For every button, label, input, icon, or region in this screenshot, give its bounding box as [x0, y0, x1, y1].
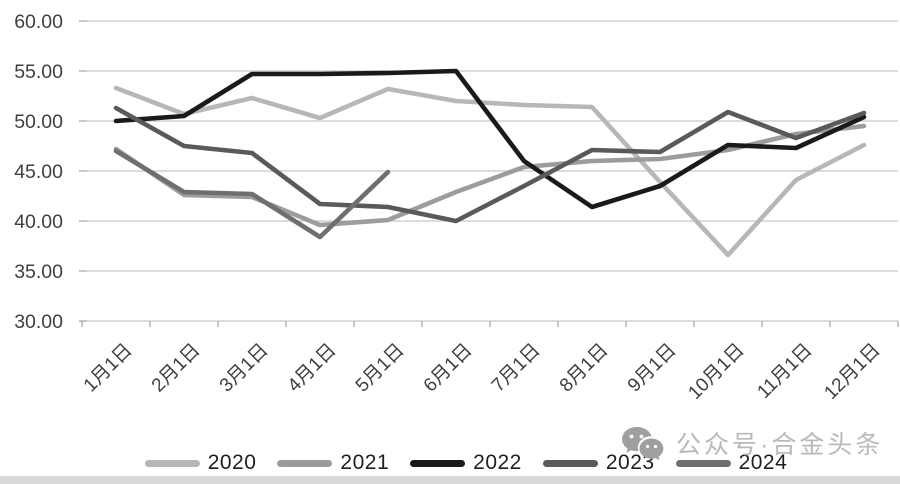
series-line-2020 — [113, 85, 867, 258]
x-axis-label: 6月1日 — [420, 340, 477, 397]
legend-item-2024: 2024 — [675, 451, 788, 475]
y-axis-label: 45.00 — [14, 161, 63, 183]
series-line-2022 — [113, 68, 867, 210]
y-axis-label: 50.00 — [14, 111, 63, 133]
line-chart: 60.00 55.00 50.00 45.00 40.00 35.00 30.00 1月1日 2… — [14, 11, 899, 404]
x-axis-label: 2月1日 — [148, 340, 205, 397]
chart-legend: 2020 2021 2022 2023 2024 — [0, 451, 900, 475]
series-line-2024 — [113, 148, 391, 240]
x-axis-label: 7月1日 — [488, 340, 545, 397]
legend-swatch — [144, 459, 200, 467]
x-axis-label: 12月1日 — [820, 340, 884, 404]
x-axis-label: 3月1日 — [216, 340, 273, 397]
series-line-2023 — [113, 105, 867, 224]
legend-swatch — [542, 459, 598, 467]
y-axis-label: 35.00 — [14, 261, 63, 283]
legend-label: 2021 — [340, 451, 390, 474]
legend-item-2022: 2022 — [410, 451, 522, 475]
legend-swatch — [277, 459, 333, 467]
legend-label: 2020 — [207, 451, 257, 474]
x-axis-label: 10月1日 — [684, 340, 748, 404]
legend-label: 2023 — [605, 451, 655, 474]
bottom-edge-strip — [0, 476, 900, 484]
y-axis-label: 55.00 — [14, 61, 63, 83]
legend-swatch — [410, 459, 466, 467]
x-axis-label: 11月1日 — [753, 340, 816, 403]
series-line-2021 — [113, 123, 867, 228]
x-axis-label: 8月1日 — [556, 340, 613, 397]
y-axis-label: 40.00 — [14, 211, 63, 233]
legend-item-2023: 2023 — [542, 451, 655, 475]
y-axis-label: 60.00 — [14, 11, 63, 33]
legend-swatch — [675, 459, 731, 467]
legend-item-2020: 2020 — [144, 451, 257, 475]
legend-label: 2022 — [473, 451, 522, 474]
legend-item-2021: 2021 — [277, 451, 389, 475]
x-axis-label: 4月1日 — [284, 340, 341, 397]
x-axis-label: 1月1日 — [80, 340, 137, 397]
x-axis-label: 9月1日 — [624, 340, 681, 397]
legend-label: 2024 — [738, 451, 788, 474]
x-axis-label: 5月1日 — [352, 340, 409, 397]
y-axis-label: 30.00 — [14, 311, 63, 333]
